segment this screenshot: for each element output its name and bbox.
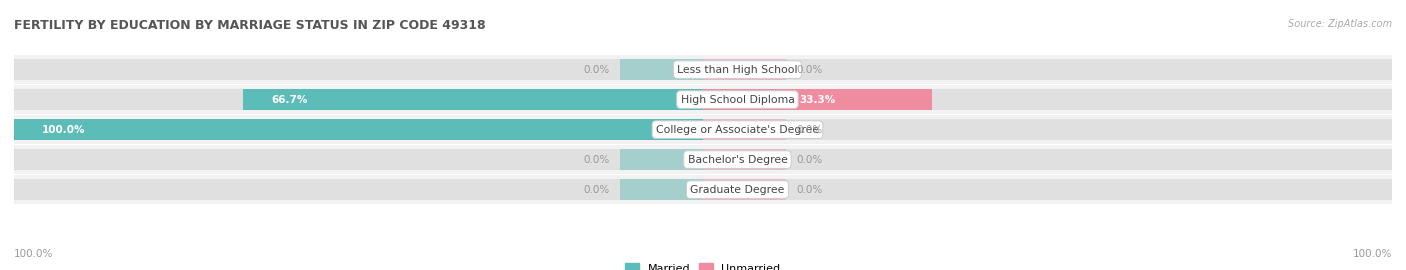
- Bar: [703, 119, 786, 140]
- Bar: [14, 145, 1392, 174]
- Text: 0.0%: 0.0%: [796, 65, 823, 75]
- Bar: [14, 149, 703, 170]
- Bar: [703, 59, 1392, 80]
- Bar: [14, 119, 703, 140]
- Bar: [703, 89, 932, 110]
- Text: 0.0%: 0.0%: [583, 155, 610, 165]
- Bar: [620, 149, 703, 170]
- Text: 0.0%: 0.0%: [583, 185, 610, 195]
- Text: 66.7%: 66.7%: [271, 94, 308, 104]
- Text: FERTILITY BY EDUCATION BY MARRIAGE STATUS IN ZIP CODE 49318: FERTILITY BY EDUCATION BY MARRIAGE STATU…: [14, 19, 485, 32]
- Bar: [620, 179, 703, 200]
- Text: 0.0%: 0.0%: [583, 65, 610, 75]
- Bar: [703, 119, 1392, 140]
- Bar: [620, 59, 703, 80]
- Text: Less than High School: Less than High School: [678, 65, 797, 75]
- Text: 0.0%: 0.0%: [796, 185, 823, 195]
- Bar: [14, 115, 1392, 144]
- Bar: [14, 175, 1392, 204]
- Legend: Married, Unmarried: Married, Unmarried: [621, 258, 785, 270]
- Text: High School Diploma: High School Diploma: [681, 94, 794, 104]
- Bar: [14, 119, 703, 140]
- Text: Source: ZipAtlas.com: Source: ZipAtlas.com: [1288, 19, 1392, 29]
- Text: 100.0%: 100.0%: [42, 124, 86, 135]
- Bar: [703, 179, 1392, 200]
- Text: 0.0%: 0.0%: [796, 155, 823, 165]
- Bar: [703, 89, 786, 110]
- Bar: [703, 179, 786, 200]
- Bar: [14, 89, 703, 110]
- Text: 100.0%: 100.0%: [1353, 249, 1392, 259]
- Text: College or Associate's Degree: College or Associate's Degree: [655, 124, 820, 135]
- Bar: [14, 55, 1392, 84]
- Bar: [620, 89, 703, 110]
- Text: 33.3%: 33.3%: [800, 94, 835, 104]
- Bar: [243, 89, 703, 110]
- Text: Bachelor's Degree: Bachelor's Degree: [688, 155, 787, 165]
- Text: Graduate Degree: Graduate Degree: [690, 185, 785, 195]
- Bar: [703, 89, 1392, 110]
- Bar: [703, 59, 786, 80]
- Bar: [703, 149, 1392, 170]
- Text: 100.0%: 100.0%: [14, 249, 53, 259]
- Bar: [620, 119, 703, 140]
- Bar: [703, 149, 786, 170]
- Text: 0.0%: 0.0%: [796, 124, 823, 135]
- Bar: [14, 85, 1392, 114]
- Bar: [14, 179, 703, 200]
- Bar: [14, 59, 703, 80]
